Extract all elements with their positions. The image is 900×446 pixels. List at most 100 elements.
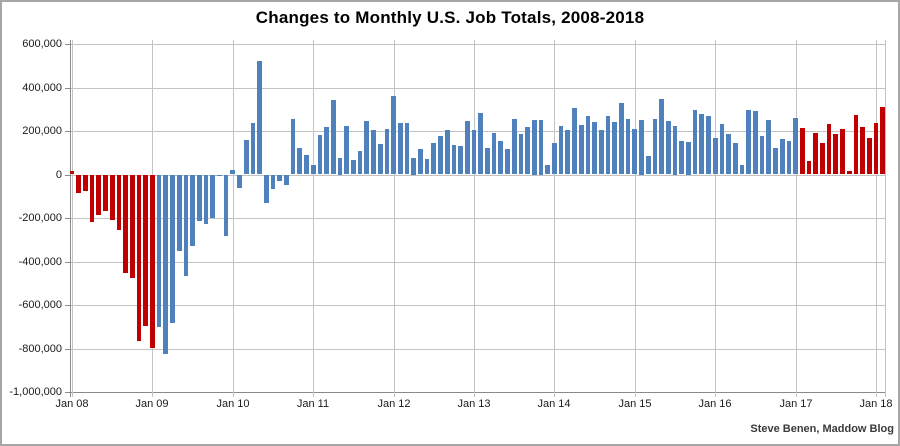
bar	[518, 134, 524, 175]
bar	[183, 174, 189, 277]
bar	[223, 174, 229, 237]
y-axis-tick	[65, 88, 70, 89]
bar	[190, 174, 195, 246]
bar	[230, 170, 236, 175]
bar	[779, 138, 785, 175]
v-gridline	[554, 40, 555, 397]
bar	[451, 145, 457, 175]
bar	[686, 141, 691, 175]
bar	[746, 109, 752, 175]
bar	[109, 174, 115, 221]
bar	[619, 102, 624, 175]
h-gridline	[70, 44, 886, 45]
x-tick-label: Jan 13	[457, 398, 491, 410]
bar	[786, 140, 792, 175]
x-tick-label: Jan 14	[537, 398, 571, 410]
bar	[297, 148, 303, 175]
x-tick-label: Jan 15	[618, 398, 652, 410]
bar	[424, 159, 430, 175]
h-gridline	[70, 175, 886, 176]
bar	[873, 122, 879, 175]
bar	[217, 174, 222, 176]
bar	[712, 137, 718, 175]
bar	[203, 174, 209, 224]
bar	[612, 121, 618, 175]
y-tick-label: -1,000,000	[9, 386, 62, 398]
h-gridline	[70, 88, 886, 89]
bar	[89, 174, 95, 222]
bar	[237, 174, 242, 188]
bar	[263, 174, 269, 203]
bar	[880, 107, 886, 175]
bar	[163, 174, 169, 355]
bar	[773, 147, 778, 175]
x-tick-label: Jan 11	[296, 398, 330, 410]
y-axis-line	[70, 40, 71, 397]
bar	[384, 129, 390, 175]
bar	[156, 174, 162, 327]
y-axis-tick	[65, 349, 70, 350]
bar	[813, 133, 819, 175]
bar	[578, 124, 584, 175]
bar	[759, 136, 765, 175]
attribution-text: Steve Benen, Maddow Blog	[750, 423, 894, 435]
y-tick-label: -400,000	[18, 256, 62, 268]
bar	[123, 174, 128, 273]
bar	[732, 143, 738, 175]
v-gridline	[72, 40, 73, 397]
bar	[605, 115, 611, 175]
v-gridline	[394, 40, 395, 397]
bar	[491, 133, 497, 175]
bar	[706, 115, 711, 175]
bar	[391, 96, 396, 175]
bar	[699, 113, 705, 175]
bar	[129, 174, 135, 278]
bar	[418, 149, 423, 175]
bar	[69, 171, 75, 175]
y-axis-tick	[65, 218, 70, 219]
bar	[136, 174, 142, 341]
h-gridline	[70, 305, 886, 306]
bar	[317, 134, 323, 175]
v-gridline	[796, 40, 797, 397]
bar	[531, 120, 537, 175]
y-axis-tick	[65, 175, 70, 176]
bar	[397, 122, 403, 175]
bar	[726, 134, 731, 175]
h-gridline	[70, 131, 886, 132]
bar	[196, 174, 202, 222]
bar	[833, 134, 839, 175]
bar	[538, 120, 544, 175]
bar	[652, 119, 658, 175]
bar	[290, 119, 296, 175]
bar	[116, 174, 122, 230]
bar	[277, 174, 283, 182]
bar	[344, 125, 350, 175]
x-tick-label: Jan 08	[55, 398, 89, 410]
y-tick-label: 400,000	[22, 82, 62, 94]
bar	[438, 136, 443, 175]
bar	[846, 171, 852, 175]
v-gridline	[474, 40, 475, 397]
bar	[799, 127, 805, 175]
v-gridline	[313, 40, 314, 397]
bar	[820, 142, 825, 175]
bar	[471, 129, 477, 175]
y-axis-tick	[65, 305, 70, 306]
y-axis-tick	[65, 44, 70, 45]
bar	[632, 128, 638, 175]
bar	[143, 174, 149, 327]
bar	[485, 148, 490, 175]
y-axis-tick	[65, 131, 70, 132]
bar	[511, 119, 517, 175]
v-gridline	[715, 40, 716, 397]
y-tick-label: -600,000	[18, 299, 62, 311]
bar	[860, 127, 865, 175]
bar	[645, 156, 651, 175]
bar	[739, 165, 745, 175]
y-axis-tick	[65, 262, 70, 263]
x-tick-label: Jan 16	[698, 398, 732, 410]
bar	[257, 60, 262, 175]
bar	[444, 130, 450, 175]
y-axis-tick	[65, 392, 70, 393]
